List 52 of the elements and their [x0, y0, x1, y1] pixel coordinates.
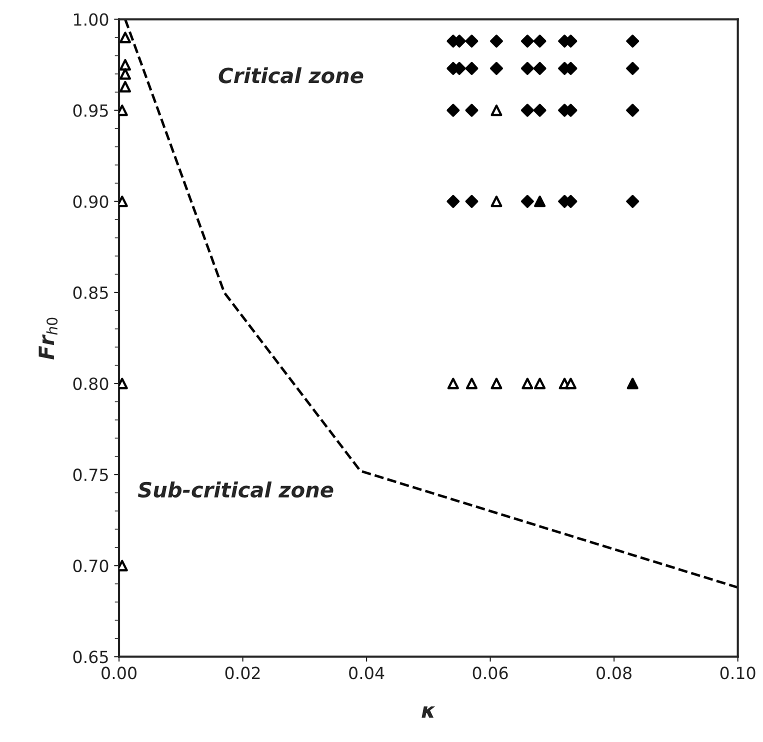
- y-tick-label: 0.70: [73, 560, 108, 572]
- x-tick-label: 0.06: [472, 666, 508, 680]
- point: [626, 104, 640, 117]
- point: [490, 104, 502, 116]
- point: [119, 32, 131, 44]
- point: [490, 196, 502, 208]
- point: [447, 378, 459, 390]
- point: [446, 104, 460, 117]
- point: [522, 378, 534, 390]
- point: [119, 80, 131, 92]
- y-axis-title: Fr$_{h0}$: [38, 318, 58, 360]
- annotation: Sub-critical zone: [138, 481, 334, 498]
- point: [466, 378, 478, 390]
- point: [119, 59, 131, 71]
- annotation: Critical zone: [218, 67, 364, 84]
- x-tick-label: 0.04: [349, 666, 384, 680]
- y-tick-label: 0.75: [73, 468, 108, 482]
- point: [446, 194, 460, 208]
- point: [119, 68, 131, 80]
- point: [534, 196, 546, 208]
- y-tick-label: 0.95: [73, 104, 108, 117]
- point: [465, 104, 478, 117]
- point: [533, 34, 546, 48]
- line-series: [124, 19, 738, 589]
- point: [533, 62, 546, 75]
- x-tick-label: 0.10: [720, 666, 756, 680]
- point: [520, 62, 534, 75]
- point: [520, 194, 534, 208]
- point: [490, 34, 503, 48]
- point: [520, 34, 534, 48]
- point: [534, 378, 546, 390]
- point: [490, 378, 502, 390]
- y-tick-label: 0.80: [73, 377, 108, 390]
- point: [626, 34, 640, 48]
- point: [465, 62, 478, 75]
- point: [564, 378, 577, 390]
- x-tick-label: 0.00: [102, 666, 136, 680]
- x-tick-label: 0.02: [225, 666, 260, 680]
- point: [465, 194, 478, 208]
- point: [626, 194, 640, 208]
- y-tick-label: 0.85: [73, 286, 108, 300]
- point: [626, 62, 640, 75]
- y-tick-label: 1.00: [74, 13, 108, 26]
- x-axis-title: κ: [422, 706, 436, 718]
- point: [490, 62, 503, 75]
- x-tick-label: 0.08: [596, 666, 632, 680]
- point: [465, 34, 478, 48]
- y-tick-label: 0.90: [73, 195, 108, 208]
- point: [626, 378, 638, 390]
- point: [520, 104, 534, 117]
- y-tick-label: 0.65: [73, 650, 108, 664]
- point: [533, 104, 546, 117]
